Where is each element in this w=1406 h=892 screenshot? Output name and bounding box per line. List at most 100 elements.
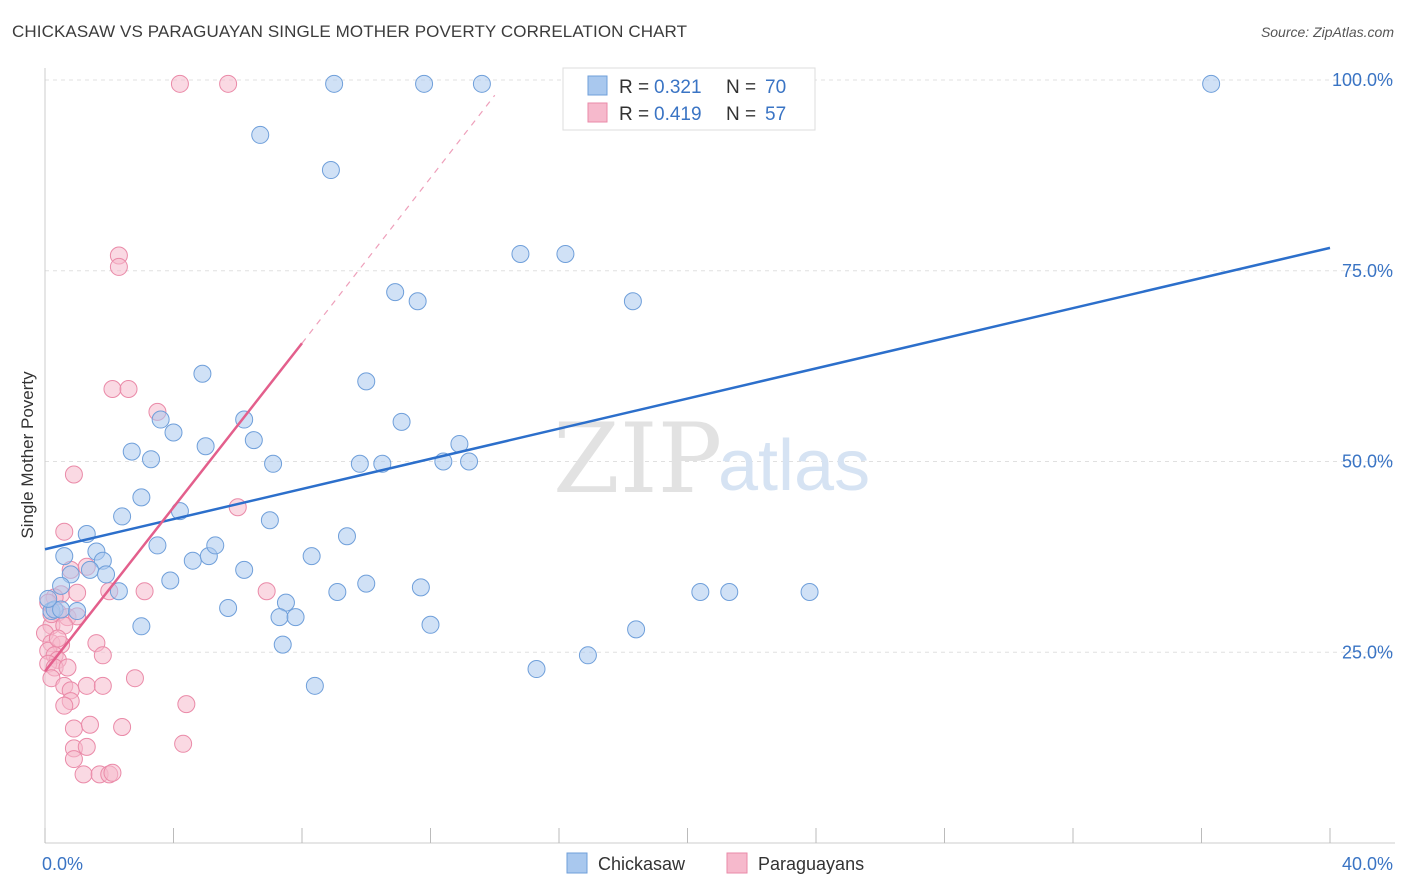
chickasaw-point — [244, 431, 263, 450]
chickasaw-points — [39, 74, 1221, 695]
chickasaw-point — [251, 125, 270, 144]
chickasaw-bottom-label: Chickasaw — [598, 854, 686, 874]
chart-source: Source: ZipAtlas.com — [1260, 24, 1394, 40]
paraguayans-point — [103, 763, 122, 782]
y-axis-label: Single Mother Poverty — [18, 371, 37, 539]
paraguayans-point — [174, 734, 193, 753]
chickasaw-point — [151, 410, 170, 429]
chickasaw-point — [421, 615, 440, 634]
chickasaw-point — [286, 608, 305, 627]
chickasaw-point — [392, 412, 411, 431]
chickasaw-point — [472, 74, 491, 93]
chickasaw-bottom-swatch — [566, 852, 588, 874]
paraguayans-point — [68, 583, 87, 602]
chickasaw-point — [264, 454, 283, 473]
stats-legend: R = 0.321 N = 70 R = 0.419 N = 57 — [562, 67, 816, 131]
chickasaw-point — [161, 571, 180, 590]
chickasaw-point — [578, 646, 597, 665]
chickasaw-point — [273, 635, 292, 654]
y-tick-label: 100.0% — [1332, 70, 1393, 90]
paraguayans-point — [55, 522, 74, 541]
chickasaw-point — [321, 161, 340, 180]
paraguayans-point — [64, 465, 83, 484]
paraguayans-point — [64, 719, 83, 738]
chickasaw-point — [627, 620, 646, 639]
chickasaw-point — [386, 283, 405, 302]
paraguayans-point — [74, 765, 93, 784]
paraguayans-bottom-swatch — [726, 852, 748, 874]
chickasaw-point — [219, 598, 238, 617]
paraguayans-point — [109, 257, 128, 276]
chickasaw-point — [148, 536, 167, 555]
chickasaw-legend-swatch — [587, 75, 608, 96]
chickasaw-point — [196, 437, 215, 456]
paraguayans-point — [219, 74, 238, 93]
chickasaw-point — [132, 617, 151, 636]
chickasaw-point — [193, 364, 212, 383]
paraguayans-point — [125, 669, 144, 688]
chickasaw-point — [511, 244, 530, 263]
chickasaw-point — [55, 547, 74, 566]
chickasaw-point — [800, 582, 819, 601]
paraguayans-trend-extension — [301, 94, 496, 344]
tick-labels: 25.0% 50.0% 75.0% 100.0% 0.0% 40.0% — [42, 70, 1393, 874]
chickasaw-point — [691, 582, 710, 601]
chickasaw-point — [68, 602, 87, 621]
watermark-atlas: atlas — [718, 426, 870, 506]
chickasaw-point — [97, 565, 116, 584]
paraguayans-n-label: N = — [726, 104, 756, 125]
paraguayans-point — [93, 646, 112, 665]
watermark: ZIP atlas — [553, 403, 870, 515]
chickasaw-point — [350, 454, 369, 473]
paraguayans-n-value: 57 — [765, 104, 786, 125]
y-tick-label: 50.0% — [1342, 452, 1393, 472]
chickasaw-point — [183, 551, 202, 570]
chickasaw-point — [527, 660, 546, 679]
chickasaw-point — [52, 576, 71, 595]
watermark-zip: ZIP — [553, 403, 722, 515]
paraguayans-point — [48, 629, 67, 648]
chickasaw-trend-line — [44, 246, 1331, 551]
chickasaw-n-label: N = — [726, 77, 756, 98]
chickasaw-point — [328, 582, 347, 601]
chickasaw-point — [270, 608, 289, 627]
chickasaw-point — [122, 442, 141, 461]
chickasaw-point — [325, 74, 344, 93]
paraguayans-bottom-label: Paraguayans — [758, 854, 864, 874]
chart-title: CHICKASAW VS PARAGUAYAN SINGLE MOTHER PO… — [12, 22, 688, 41]
x-tick-label: 40.0% — [1342, 854, 1393, 874]
chickasaw-point — [109, 582, 128, 601]
chickasaw-r-label: R = — [619, 77, 649, 98]
paraguayans-point — [93, 676, 112, 695]
paraguayans-point — [77, 737, 96, 756]
paraguayans-point — [58, 658, 77, 677]
chickasaw-point — [206, 536, 225, 555]
chickasaw-point — [460, 452, 479, 471]
trend-lines — [44, 94, 1331, 673]
paraguayans-point — [80, 715, 99, 734]
chickasaw-point — [357, 372, 376, 391]
paraguayans-point — [170, 74, 189, 93]
bottom-legend: Chickasaw Paraguayans — [566, 852, 864, 874]
paraguayans-point — [135, 582, 154, 601]
chickasaw-point — [235, 560, 254, 579]
paraguayans-point — [113, 718, 132, 737]
chickasaw-point — [113, 507, 132, 526]
chickasaw-point — [132, 488, 151, 507]
paraguayans-point — [257, 582, 276, 601]
axes — [44, 68, 1395, 844]
paraguayans-r-label: R = — [619, 104, 649, 125]
paraguayans-point — [119, 380, 138, 399]
chickasaw-point — [80, 560, 99, 579]
chickasaw-point — [357, 574, 376, 593]
paraguayans-point — [55, 696, 74, 715]
paraguayans-point — [77, 676, 96, 695]
chickasaw-point — [720, 582, 739, 601]
chickasaw-r-value: 0.321 — [654, 77, 702, 98]
paraguayans-r-value: 0.419 — [654, 104, 702, 125]
chickasaw-point — [142, 450, 161, 469]
y-tick-label: 25.0% — [1342, 642, 1393, 662]
y-tick-label: 75.0% — [1342, 261, 1393, 281]
paraguayans-point — [177, 695, 196, 714]
